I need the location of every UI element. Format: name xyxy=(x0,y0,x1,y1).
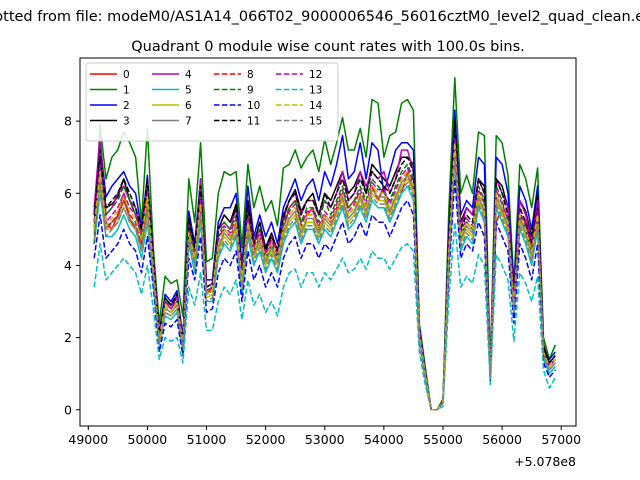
series-line-9 xyxy=(93,134,556,411)
series-line-14 xyxy=(93,142,556,411)
legend-label-6: 6 xyxy=(185,100,192,112)
x-tick-label: 50000 xyxy=(128,432,168,447)
series-line-10 xyxy=(93,178,556,411)
x-tick-label: 57000 xyxy=(541,432,581,447)
legend-label-13: 13 xyxy=(309,85,322,97)
legend-label-11: 11 xyxy=(247,116,260,128)
x-tick-label: 52000 xyxy=(246,432,286,447)
legend-label-7: 7 xyxy=(185,116,192,128)
x-tick-label: 53000 xyxy=(305,432,345,447)
legend-label-14: 14 xyxy=(309,100,323,112)
legend-label-2: 2 xyxy=(123,100,130,112)
chart-title: Quadrant 0 module wise count rates with … xyxy=(131,39,525,55)
series-line-2 xyxy=(93,109,556,411)
legend-label-15: 15 xyxy=(309,116,322,128)
series-line-15 xyxy=(93,156,556,411)
legend-label-8: 8 xyxy=(247,69,254,81)
y-tick-label: 4 xyxy=(64,258,72,273)
x-tick-label: 51000 xyxy=(187,432,227,447)
y-tick-label: 2 xyxy=(64,330,72,345)
x-tick-label: 49000 xyxy=(68,432,108,447)
legend-label-12: 12 xyxy=(309,69,322,81)
axes-frame xyxy=(79,57,577,427)
x-tick-label: 56000 xyxy=(482,432,522,447)
legend-box xyxy=(85,62,339,142)
x-offset-label: +5.078e8 xyxy=(514,454,576,469)
y-tick-label: 6 xyxy=(64,186,72,201)
y-tick-label: 0 xyxy=(64,402,72,417)
legend-label-0: 0 xyxy=(123,69,130,81)
axis-ticks: 49000 50000 51000 52000 53000 54000 55000 56000… xyxy=(64,114,581,447)
legend-label-9: 9 xyxy=(247,85,254,97)
series-line-11 xyxy=(93,127,556,411)
x-tick-label: 55000 xyxy=(423,432,463,447)
x-tick-label: 54000 xyxy=(364,432,404,447)
legend-label-4: 4 xyxy=(185,69,192,81)
series-line-13 xyxy=(93,221,556,411)
legend-label-10: 10 xyxy=(247,100,260,112)
legend-label-1: 1 xyxy=(123,85,130,97)
figure-suptitle: Plotted from file: modeM0/AS1A14_066T02_… xyxy=(0,9,640,25)
series-line-12 xyxy=(93,138,556,411)
y-tick-label: 8 xyxy=(64,114,72,129)
legend-label-5: 5 xyxy=(185,85,192,97)
legend-label-3: 3 xyxy=(123,116,130,128)
